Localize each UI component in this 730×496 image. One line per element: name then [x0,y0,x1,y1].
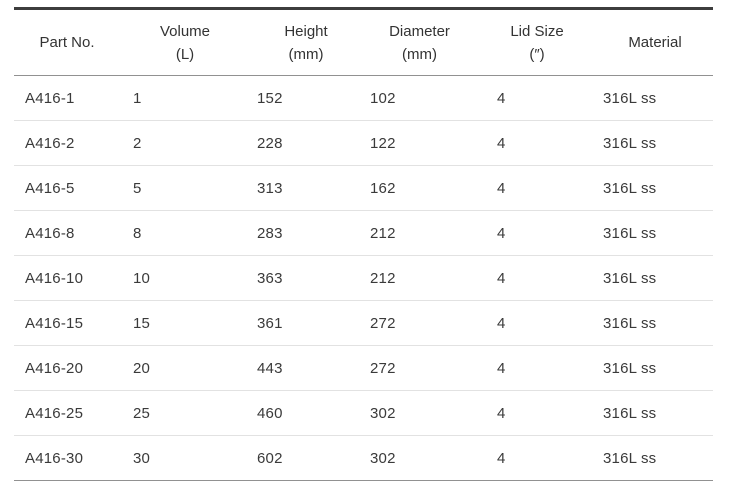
cell-volume: 15 [120,300,250,346]
cell-height: 460 [250,390,362,436]
cell-diameter: 302 [362,435,477,481]
cell-lid-size: 4 [477,255,597,301]
product-spec-table-container: Part No. Volume (L) Height (mm) Diameter… [14,7,713,481]
table-row: A416-15 15 361 272 4 316L ss [14,300,713,346]
header-unit: (mm) [288,45,324,63]
header-label: Lid Size [510,22,564,40]
header-unit: (″) [529,45,545,63]
cell-material: 316L ss [597,165,713,211]
cell-material: 316L ss [603,89,657,107]
cell-lid-size: 4 [477,300,597,346]
cell-diameter: 212 [362,255,477,301]
header-unit: (L) [175,45,195,63]
cell-lid-size: 4 [477,435,597,481]
cell-height: 363 [250,255,362,301]
cell-material: 316L ss [597,210,713,256]
cell-volume: 5 [120,165,250,211]
cell-height: 361 [250,300,362,346]
cell-volume: 25 [120,390,250,436]
header-row: Part No. Volume (L) Height (mm) Diameter… [14,8,713,76]
cell-diameter: 212 [362,210,477,256]
header-label: Diameter [389,22,450,40]
cell-diameter: 122 [362,120,477,166]
column-header-diameter: Diameter (mm) [362,8,477,76]
cell-material: 316L ss [597,345,713,391]
table-body: A416-1 1 152 102 4 316L ss A416-2 2 228 … [14,76,713,481]
cell-part-no: A416-5 [14,165,120,211]
product-spec-table: Part No. Volume (L) Height (mm) Diameter… [14,7,713,481]
cell-diameter: 302 [362,390,477,436]
cell-diameter: 272 [362,300,477,346]
cell-height: 602 [250,435,362,481]
cell-volume: 30 [120,435,250,481]
cell-volume: 8 [120,210,250,256]
cell-part-no: A416-15 [14,300,120,346]
table-row: A416-5 5 313 162 4 316L ss [14,165,713,211]
header-label: Volume [159,22,211,40]
column-header-lid-size: Lid Size (″) [477,8,597,76]
cell-material: 316L ss [597,435,713,481]
cell-height: 313 [250,165,362,211]
cell-part-no: A416-8 [14,210,120,256]
table-row: A416-25 25 460 302 4 316L ss [14,390,713,436]
cell-volume: 1 [133,89,142,107]
cell-lid-size: 4 [477,210,597,256]
header-label: Height [284,22,328,40]
cell-height: 228 [250,120,362,166]
cell-height: 283 [250,210,362,256]
table-row: A416-8 8 283 212 4 316L ss [14,210,713,256]
cell-material: 316L ss [597,390,713,436]
cell-diameter: 272 [362,345,477,391]
cell-part-no: A416-10 [14,255,120,301]
cell-diameter: 162 [362,165,477,211]
table-row: A416-30 30 602 302 4 316L ss [14,435,713,481]
header-label: Material [628,34,682,51]
header-unit: (mm) [402,45,437,63]
cell-material: 316L ss [597,120,713,166]
column-header-volume: Volume (L) [120,8,250,76]
column-header-material: Material [597,8,713,76]
cell-part-no: A416-30 [14,435,120,481]
table-row: A416-1 1 152 102 4 316L ss [14,76,713,121]
cell-part-no: A416-2 [14,120,120,166]
cell-lid-size: 4 [477,345,597,391]
cell-diameter: 102 [370,89,396,107]
cell-lid-size: 4 [477,165,597,211]
cell-volume: 10 [120,255,250,301]
cell-lid-size: 4 [477,390,597,436]
table-row: A416-2 2 228 122 4 316L ss [14,120,713,166]
cell-part-no: A416-20 [14,345,120,391]
column-header-height: Height (mm) [250,8,362,76]
cell-lid-size: 4 [497,89,506,107]
cell-height: 443 [250,345,362,391]
cell-part-no: A416-1 [25,89,75,107]
table-header: Part No. Volume (L) Height (mm) Diameter… [14,8,713,76]
cell-volume: 20 [120,345,250,391]
cell-material: 316L ss [597,255,713,301]
cell-volume: 2 [120,120,250,166]
cell-lid-size: 4 [477,120,597,166]
column-header-part-no: Part No. [14,8,120,76]
cell-part-no: A416-25 [14,390,120,436]
cell-material: 316L ss [597,300,713,346]
table-row: A416-20 20 443 272 4 316L ss [14,345,713,391]
cell-height: 152 [257,89,283,107]
header-label: Part No. [39,34,95,51]
table-row: A416-10 10 363 212 4 316L ss [14,255,713,301]
